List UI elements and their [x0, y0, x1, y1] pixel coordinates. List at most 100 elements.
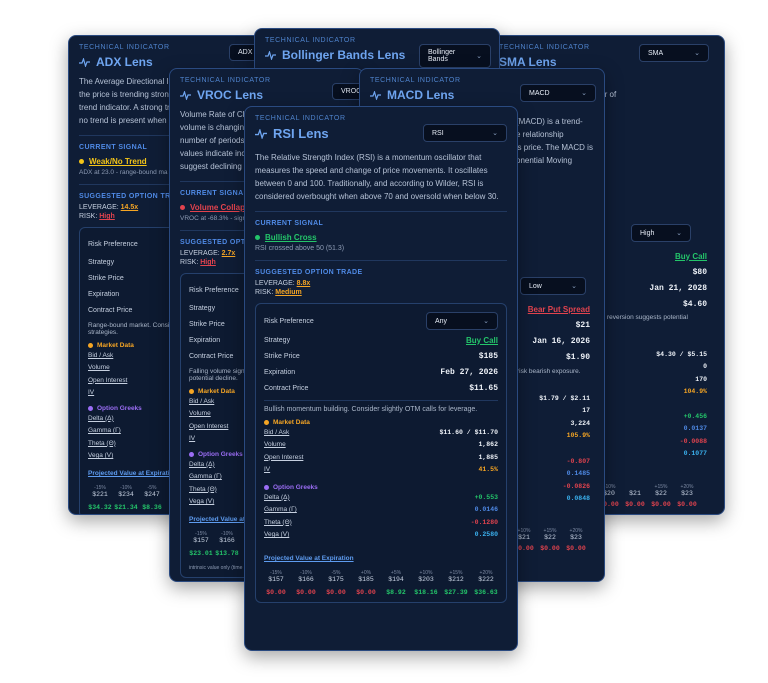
vega-label[interactable]: Vega (V): [189, 498, 215, 506]
delta-label[interactable]: Delta (Δ): [264, 493, 290, 501]
proj-price: $23: [570, 534, 582, 541]
sma-strategy[interactable]: Buy Call: [674, 251, 707, 261]
chevron-down-icon: ⌄: [581, 90, 587, 97]
leverage-value: 8.8x: [296, 280, 311, 287]
select-value: SMA: [648, 49, 664, 57]
proj-value: $8.92: [386, 589, 406, 596]
vroc-description: Volume Rate of Cha volume is changing nu…: [180, 108, 353, 173]
macd-proj: +10% $21 $0.00 +15% $22 $0.00 +20% $23 $0.00: [512, 528, 588, 552]
proj-price: $157: [268, 576, 284, 583]
rsi-volume: 1,862: [478, 441, 498, 449]
iv-label[interactable]: IV: [264, 466, 271, 474]
bid-ask-label[interactable]: Bid / Ask: [189, 397, 215, 405]
rsi-exp: Feb 27, 2026: [440, 367, 498, 377]
vroc-risk: RISK: High: [180, 258, 353, 267]
macd-desc-line: e relationship: [516, 130, 564, 139]
vega-label[interactable]: Vega (V): [88, 452, 114, 460]
bb-indicator-select[interactable]: Bollinger Bands ⌄: [419, 44, 491, 68]
adx-signal-label[interactable]: Weak/No Trend: [89, 157, 147, 166]
rsi-indicator-select[interactable]: RSI ⌄: [423, 124, 507, 142]
adx-title: ADX Lens: [96, 55, 153, 69]
proj-value: $34.32: [88, 504, 112, 511]
adx-grow: Theta (Θ): [88, 437, 243, 450]
vroc-row: Expiration: [189, 332, 344, 348]
rsi-greeks-heading: Option Greeks: [264, 484, 498, 491]
pulse-icon: [180, 90, 191, 100]
open-interest-label[interactable]: Open Interest: [88, 376, 128, 384]
proj-pct: +10%: [419, 570, 433, 576]
open-interest-label[interactable]: Open Interest: [189, 422, 229, 430]
bid-ask-label[interactable]: Bid / Ask: [264, 428, 290, 436]
adx-risk-pref: Risk Preference: [88, 234, 243, 254]
macd-strategy[interactable]: Bear Put Spread: [527, 304, 590, 314]
iv-label[interactable]: IV: [88, 389, 95, 397]
macd-bidask: $1.79 / $2.11: [539, 394, 590, 402]
macd-description: (MACD) is a trend- e relationship 's pri…: [516, 115, 593, 167]
rsi-iv-row: IV 41.5%: [264, 464, 498, 477]
theta-label[interactable]: Theta (Θ): [189, 485, 217, 493]
open-interest-label[interactable]: Open Interest: [264, 453, 304, 461]
rsi-signal-label[interactable]: Bullish Cross: [265, 233, 317, 242]
adx-row: Expiration: [88, 286, 243, 302]
leverage-value: 2.7x: [221, 250, 236, 257]
adx-proj-grid: -15% $221 -10% $234 -5% $247: [88, 485, 243, 498]
volume-label[interactable]: Volume: [264, 441, 286, 449]
gamma-label[interactable]: Gamma (Γ): [264, 506, 297, 514]
sma-indicator-select[interactable]: SMA ⌄: [639, 44, 709, 62]
rsi-price: $11.65: [469, 383, 498, 393]
leverage-value: 14.5x: [120, 204, 139, 211]
signal-dot-icon: [255, 235, 260, 240]
vroc-indicator-select[interactable]: VROC: [332, 83, 363, 100]
bid-ask-label[interactable]: Bid / Ask: [88, 351, 114, 359]
macd-strike: $21: [575, 320, 590, 330]
macd-indicator-select[interactable]: MACD ⌄: [520, 84, 596, 102]
select-value: Any: [435, 317, 448, 325]
adx-signal-sub: ADX at 23.0 - range-bound ma: [79, 169, 168, 176]
macd-theta: -0.0826: [562, 482, 590, 490]
proj-pct: -15%: [195, 531, 207, 537]
macd-title: MACD Lens: [387, 88, 455, 102]
delta-label[interactable]: Delta (Δ): [88, 414, 114, 422]
vroc-signal-label[interactable]: Volume Collapse: [190, 203, 254, 212]
vroc-desc-line: number of periods a: [180, 136, 252, 145]
risk-label: RISK:: [255, 289, 274, 296]
rsi-gamma-row: Gamma (Γ) 0.0146: [264, 504, 498, 517]
rsi-risk-select[interactable]: Any ⌄: [426, 312, 498, 330]
gamma-label[interactable]: Gamma (Γ): [88, 427, 121, 435]
adx-indicator-select[interactable]: ADX: [229, 44, 262, 61]
volume-label[interactable]: Volume: [189, 410, 211, 418]
sma-bidask: $4.30 / $5.15: [656, 350, 707, 358]
greeks-label: Option Greeks: [273, 484, 318, 491]
proj-price: $222: [478, 576, 494, 583]
rsi-strategy[interactable]: Buy Call: [465, 335, 498, 345]
sma-greeks: +0.456 0.0137 -0.0088 0.1077: [641, 410, 707, 460]
adx-proj-link[interactable]: Projected Value at Expiration: [88, 470, 178, 477]
theta-label[interactable]: Theta (Θ): [88, 439, 116, 447]
adx-leverage: LEVERAGE: 14.5x: [79, 203, 252, 212]
proj-value: $36.63: [474, 589, 498, 596]
greeks-label: Option Greeks: [198, 451, 243, 458]
theta-label[interactable]: Theta (Θ): [264, 518, 292, 526]
select-value: Bollinger Bands: [428, 49, 456, 63]
vroc-proj-link[interactable]: Projected Value at E: [189, 516, 252, 523]
sma-volume: 0: [703, 363, 707, 371]
vroc-proj-grid: -15% $157 -10% $166: [189, 531, 344, 544]
proj-pct: -10%: [120, 485, 132, 491]
rsi-proj-link[interactable]: Projected Value at Expiration: [264, 555, 354, 562]
macd-risk-select[interactable]: Low ⌄: [520, 277, 586, 295]
rsi-risk-pref: Risk Preference Any ⌄: [264, 310, 498, 332]
macd-delta: -0.807: [566, 457, 590, 465]
vega-label[interactable]: Vega (V): [264, 531, 290, 539]
chevron-down-icon: ⌄: [492, 130, 498, 137]
volume-label[interactable]: Volume: [88, 364, 110, 372]
market-dot-icon: [189, 389, 194, 394]
proj-price: $194: [388, 576, 404, 583]
gamma-label[interactable]: Gamma (Γ): [189, 473, 222, 481]
sma-risk-select[interactable]: High ⌄: [631, 224, 691, 242]
select-value: RSI: [432, 129, 444, 137]
risk-label: RISK:: [180, 259, 199, 266]
vroc-title: VROC Lens: [197, 88, 264, 102]
iv-label[interactable]: IV: [189, 435, 196, 443]
chevron-down-icon: ⌄: [476, 53, 482, 60]
delta-label[interactable]: Delta (Δ): [189, 460, 215, 468]
